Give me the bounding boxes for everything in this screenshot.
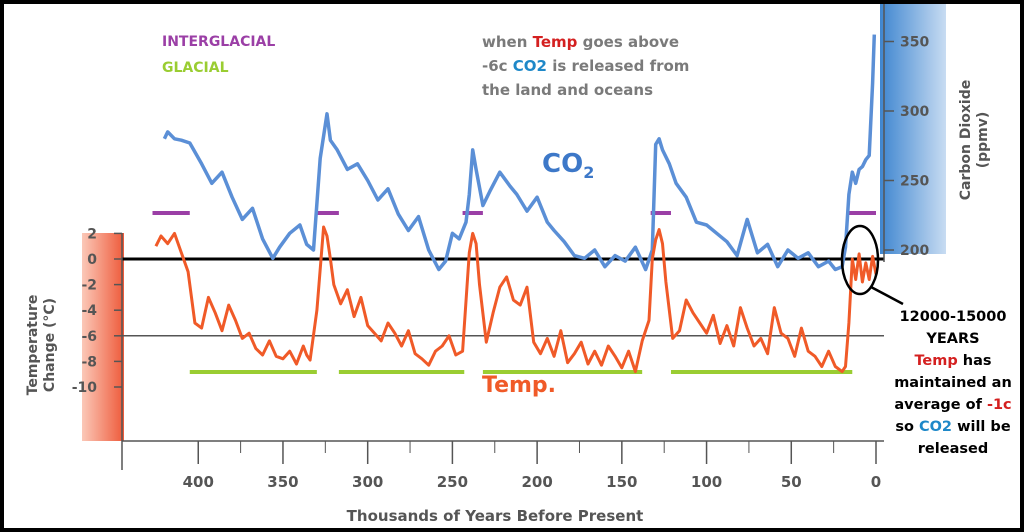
top-note-line3: the land and oceans [482, 81, 654, 99]
x-tick-label: 250 [437, 473, 468, 491]
co2-series-line [162, 34, 877, 272]
x-tick-label: 400 [183, 473, 214, 491]
x-tick-label: 0 [871, 473, 881, 491]
y-right-tick-label: 350 [900, 35, 929, 51]
legend-interglacial: INTERGLACIAL [162, 34, 276, 50]
y-left-tick-label: -8 [81, 354, 97, 370]
y-left-tick-label: -4 [81, 303, 97, 319]
side-note: 12000-15000 YEARS Temp has maintained an… [886, 306, 1020, 460]
side-note-line6: so CO2 will be [895, 419, 1011, 435]
y-left-tick-label: -6 [81, 329, 97, 345]
side-note-line7: released [917, 441, 989, 457]
y-left-tick-label: -10 [72, 380, 98, 396]
side-note-line3: Temp has [914, 353, 992, 369]
series-lines [154, 34, 878, 374]
side-note-line5: average of -1c [894, 397, 1012, 413]
temp-series-line [154, 225, 878, 374]
highlight-ellipse [840, 224, 880, 296]
y-left-tick-label: -2 [81, 278, 97, 294]
co2-axis-band [880, 4, 946, 254]
side-note-years: YEARS [926, 331, 980, 347]
y-right-tick-label: 300 [900, 104, 929, 120]
axes: 400 350 300 250 200 150 100 50 0 Thousands of Yea… [25, 4, 991, 525]
x-tick-label: 350 [267, 473, 298, 491]
top-note-line1: when Temp goes above [482, 33, 680, 51]
top-note: when Temp goes above -6c CO2 is released… [482, 30, 689, 102]
temperature-axis-band [82, 233, 124, 441]
legend-glacial: GLACIAL [162, 60, 229, 76]
y-right-tick-label: 200 [900, 243, 929, 259]
y-left-tick-label: 0 [87, 252, 97, 268]
x-tick-label: 300 [352, 473, 383, 491]
temp-series-label: Temp. [482, 373, 556, 398]
y-right-axis-title: Carbon Dioxide(ppmv) [958, 80, 991, 201]
y-right-tick-label: 250 [900, 174, 929, 190]
side-note-years-range: 12000-15000 [899, 309, 1007, 325]
top-note-line2: -6c CO2 is released from [482, 57, 690, 75]
period-bars [152, 211, 876, 374]
y-left-axis-title: TemperatureChange (°C) [25, 295, 58, 396]
x-tick-label: 200 [521, 473, 552, 491]
callout-pointer [870, 285, 904, 306]
x-axis-title: Thousands of Years Before Present [347, 507, 644, 525]
x-tick-label: 100 [691, 473, 722, 491]
x-tick-label: 150 [606, 473, 637, 491]
co2-series-label: CO2 [542, 149, 594, 182]
x-tick-label: 50 [781, 473, 802, 491]
side-note-line4: maintained an [894, 375, 1012, 391]
y-left-tick-label: 2 [87, 226, 97, 242]
